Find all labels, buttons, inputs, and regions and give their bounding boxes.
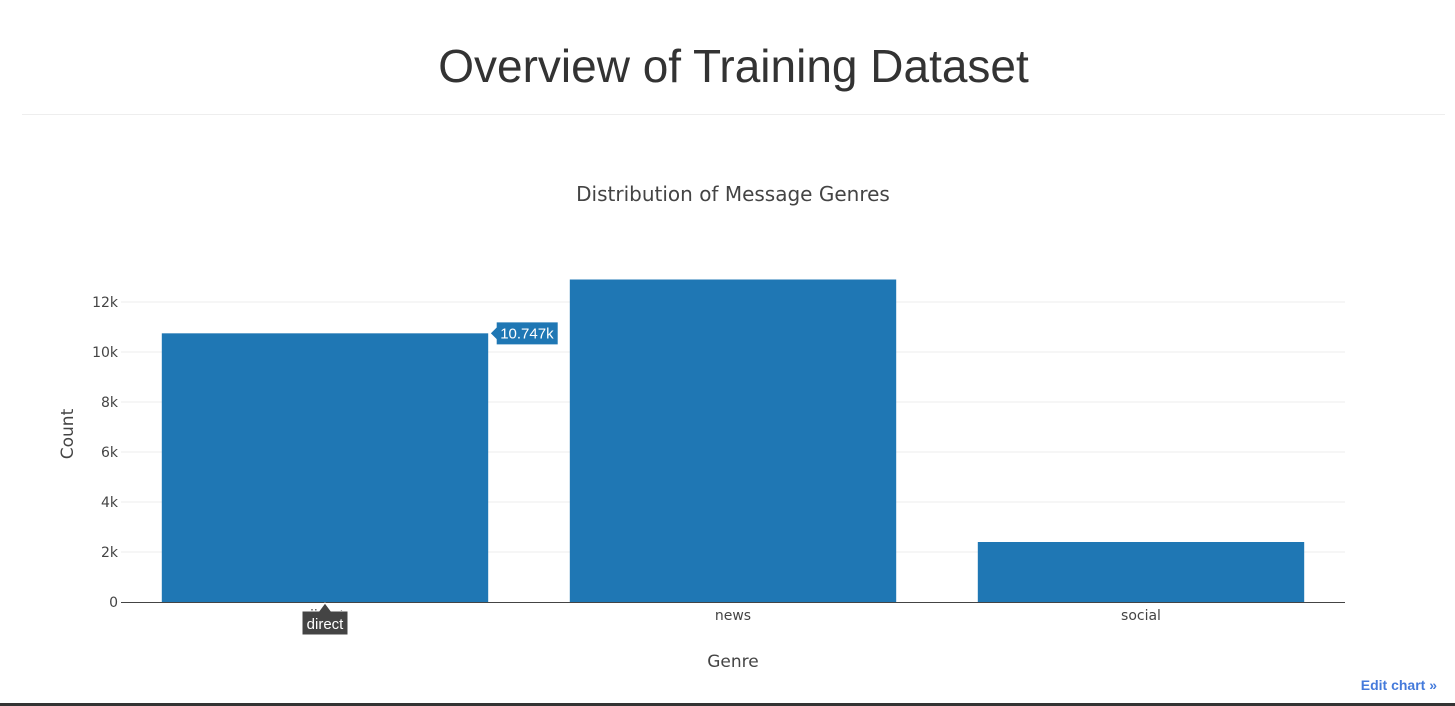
y-tick-label: 4k: [101, 495, 119, 511]
y-tick-label: 6k: [101, 445, 119, 461]
hover-value-box: [489, 321, 559, 346]
bar-news[interactable]: [569, 279, 897, 603]
bar-direct[interactable]: [161, 333, 489, 602]
y-tick-label: 10k: [92, 345, 119, 361]
y-axis-title: Count: [58, 408, 78, 459]
x-axis-title: Genre: [707, 652, 758, 672]
y-tick-label: 2k: [101, 545, 119, 561]
hover-value-label: 10.747k: [500, 325, 554, 342]
y-tick-labels: 0 2k 4k 6k 8k 10k 12k: [92, 295, 119, 611]
x-tick-label-news: news: [715, 608, 751, 624]
page-header: Overview of Training Dataset: [22, 0, 1445, 115]
bars[interactable]: [161, 279, 1305, 603]
bottom-rule: [0, 703, 1455, 706]
page-title: Overview of Training Dataset: [438, 40, 1029, 92]
chart-title: Distribution of Message Genres: [576, 182, 890, 206]
y-tick-label: 0: [109, 595, 118, 611]
hover-category-box: [301, 602, 349, 636]
edit-chart-link[interactable]: Edit chart »: [1360, 677, 1437, 693]
hover-category-label: direct: [307, 616, 345, 633]
x-tick-label-social: social: [1121, 608, 1161, 624]
y-tick-label: 12k: [92, 295, 119, 311]
x-tick-labels: directnewssocial: [305, 608, 1161, 624]
bar-social[interactable]: [977, 542, 1305, 602]
y-tick-label: 8k: [101, 395, 119, 411]
hover-labels: 10.747k direct: [301, 321, 559, 636]
